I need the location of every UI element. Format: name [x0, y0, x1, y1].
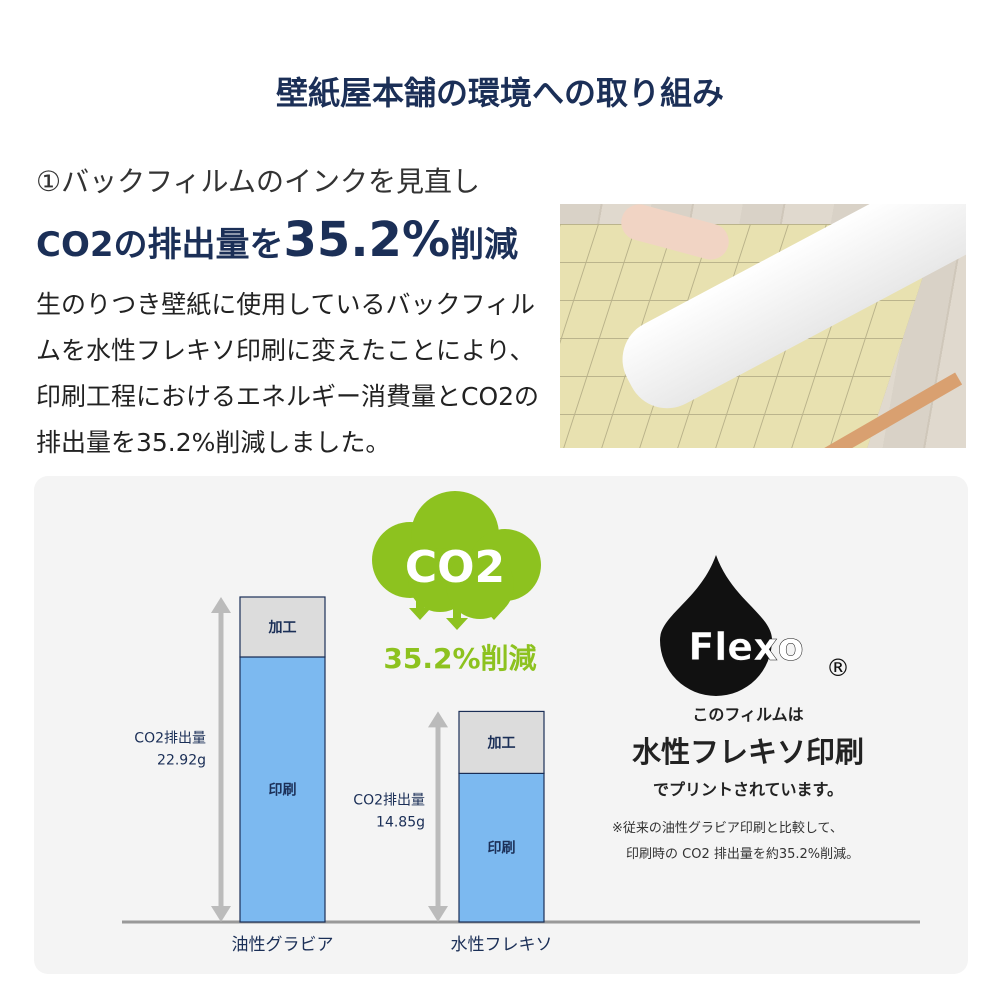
arrow-down-icon	[446, 618, 468, 630]
segment-label: 加工	[487, 735, 516, 751]
arrow-down-icon	[483, 608, 505, 620]
flexo-line1: このフィルムは	[692, 705, 803, 724]
registered-mark: ®	[826, 654, 850, 682]
flexo-note1: ※従来の油性グラビア印刷と比較して、	[612, 821, 843, 836]
arrow-down-icon	[409, 608, 431, 620]
ink-drop-icon	[660, 555, 772, 696]
reduction-label: 35.2%削減	[383, 642, 536, 675]
bar-printing	[458, 772, 545, 923]
arrow-up-icon	[211, 597, 231, 613]
headline-number: 35.2%	[283, 212, 451, 268]
cloud-label: CO2	[405, 542, 505, 593]
bar-processing	[458, 710, 545, 774]
total-value: 22.92g	[157, 753, 206, 769]
product-photo	[560, 204, 966, 448]
segment-label: 加工	[268, 620, 297, 636]
flexo-line3: でプリントされています。	[653, 780, 843, 799]
segment-label: 印刷	[488, 840, 516, 857]
total-label: CO2排出量	[134, 731, 206, 747]
arrow-down-icon	[453, 608, 461, 620]
category-label: 水性フレキソ	[451, 935, 553, 955]
total-label: CO2排出量	[353, 792, 425, 808]
category-label: 油性グラビア	[232, 935, 334, 955]
flexo-logo: Flexo	[688, 625, 803, 669]
arrow-down-icon	[490, 598, 498, 610]
flexo-note2: 印刷時の CO2 排出量を約35.2%削減。	[626, 846, 859, 862]
page-title: 壁紙屋本舗の環境への取り組み	[275, 74, 724, 112]
subtitle: ①バックフィルムのインクを見直し	[36, 165, 480, 198]
bar-processing	[239, 596, 326, 658]
arrow-down-icon	[416, 598, 424, 610]
headline: CO2の排出量を35.2%削減	[36, 212, 518, 268]
flexo-line2: 水性フレキソ印刷	[632, 735, 864, 769]
headline-post: 削減	[450, 225, 519, 265]
headline-pre: CO2の排出量を	[36, 225, 284, 265]
arrow-up-icon	[428, 711, 448, 728]
arrow-down-icon	[211, 906, 231, 922]
description: 生のりつき壁紙に使用しているバックフィルムを水性フレキソ印刷に変えたことにより、…	[36, 290, 540, 457]
arrow-down-icon	[428, 906, 448, 922]
total-value: 14.85g	[376, 814, 425, 830]
segment-label: 印刷	[269, 781, 297, 798]
